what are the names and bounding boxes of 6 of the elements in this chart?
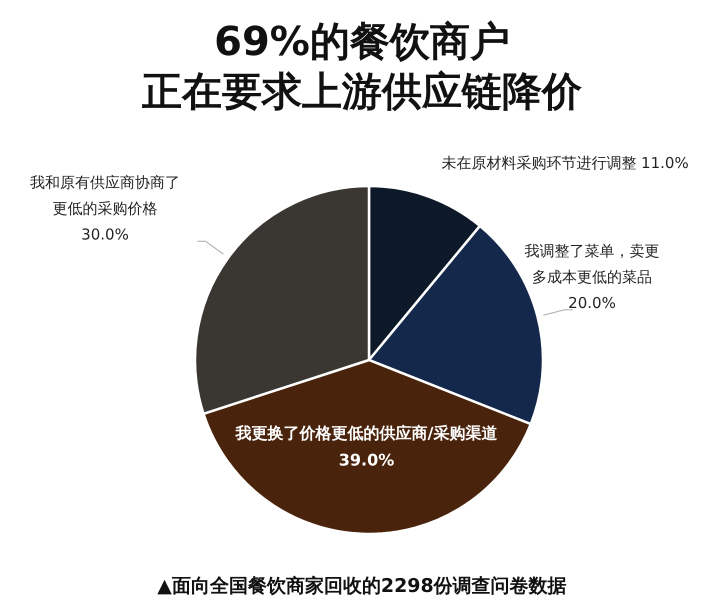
title: 69%的餐饮商户 正在要求上游供应链降价 <box>142 19 582 115</box>
annotation: ▲面向全国餐饮商家回收的2298份调查问卷数据 <box>157 575 567 597</box>
slice-label: 我调整了菜单，卖更多成本更低的菜品 <box>524 242 660 286</box>
data-label: 30.0% <box>81 225 129 244</box>
data-label: 20.0% <box>568 294 616 312</box>
slice-label: 我和原有供应商协商了更低的采购价格 <box>30 173 180 218</box>
